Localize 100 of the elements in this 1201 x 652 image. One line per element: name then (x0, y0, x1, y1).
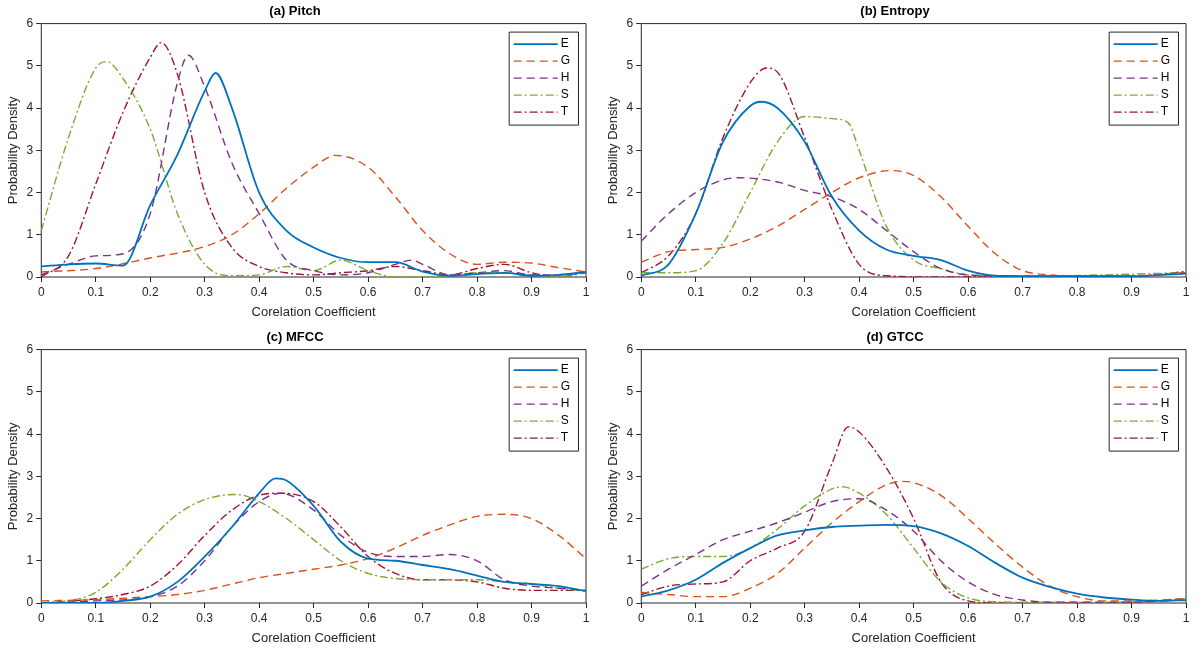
y-tick-label: 1 (26, 553, 34, 568)
legend-label: G (560, 53, 571, 68)
x-tick-label: 0.3 (196, 610, 214, 625)
y-tick-label: 1 (626, 227, 634, 242)
legend-label: T (560, 104, 569, 119)
x-tick-label: 0.8 (1068, 284, 1086, 299)
x-axis-title: Corelation Coefficient (851, 303, 977, 319)
x-tick-label: 0.7 (1014, 610, 1032, 625)
x-tick-label: 0.3 (796, 284, 814, 299)
y-tick-label: 0 (626, 269, 634, 284)
chart-title: (d) GTCC (866, 329, 925, 345)
y-tick-label: 1 (626, 553, 634, 568)
y-tick-label: 6 (26, 341, 34, 356)
legend-label: E (1160, 362, 1169, 377)
y-tick-label: 3 (626, 142, 634, 157)
y-tick-label: 6 (626, 341, 634, 356)
legend-label: T (560, 430, 569, 445)
legend-label: E (560, 36, 569, 51)
x-tick-label: 0.4 (850, 284, 868, 299)
y-tick-label: 5 (626, 384, 634, 399)
x-tick-label: 0 (637, 284, 645, 299)
chart-title: (b) Entropy (860, 3, 931, 19)
x-tick-label: 1 (582, 610, 590, 625)
y-tick-label: 4 (26, 100, 34, 115)
x-tick-label: 0.3 (796, 610, 814, 625)
legend-label: T (1160, 104, 1169, 119)
legend-label: S (560, 413, 569, 428)
legend-label: S (1160, 87, 1169, 102)
y-tick-label: 6 (626, 15, 634, 30)
x-tick-label: 1 (1182, 610, 1190, 625)
y-tick-label: 4 (626, 100, 634, 115)
y-tick-label: 0 (626, 595, 634, 610)
legend-label: S (560, 87, 569, 102)
x-tick-label: 0.9 (1123, 284, 1141, 299)
y-tick-label: 2 (626, 184, 634, 199)
y-tick-label: 3 (26, 468, 34, 483)
legend-label: E (560, 362, 569, 377)
x-tick-label: 0.5 (305, 610, 323, 625)
y-tick-label: 3 (26, 142, 34, 157)
x-tick-label: 1 (582, 284, 590, 299)
x-tick-label: 0.7 (414, 284, 432, 299)
x-tick-label: 0.3 (196, 284, 214, 299)
x-tick-label: 0.1 (87, 284, 105, 299)
x-tick-label: 0.9 (523, 284, 541, 299)
y-tick-label: 5 (26, 384, 34, 399)
legend-label: G (1160, 53, 1171, 68)
x-tick-label: 0.8 (468, 284, 486, 299)
x-tick-label: 0.6 (359, 284, 377, 299)
y-tick-label: 2 (26, 184, 34, 199)
legend-label: G (1160, 379, 1171, 394)
legend-label: T (1160, 430, 1169, 445)
y-tick-label: 0 (26, 595, 34, 610)
line-series (41, 513, 586, 602)
x-tick-label: 0.8 (468, 610, 486, 625)
y-tick-label: 2 (26, 510, 34, 525)
chart-title: (a) Pitch (269, 3, 321, 19)
x-tick-label: 0.9 (523, 610, 541, 625)
y-axis-title: Probability Density (5, 95, 21, 205)
y-tick-label: 2 (626, 510, 634, 525)
x-tick-label: 0.6 (959, 610, 977, 625)
x-tick-label: 0 (637, 610, 645, 625)
x-tick-label: 0.5 (905, 610, 923, 625)
x-axis-title: Corelation Coefficient (251, 629, 377, 645)
legend-label: H (560, 396, 570, 411)
x-tick-label: 0.6 (959, 284, 977, 299)
y-tick-label: 6 (26, 15, 34, 30)
legend-label: G (560, 379, 571, 394)
line-series (641, 523, 1186, 602)
legend-label: H (560, 70, 570, 85)
legend-label: S (1160, 413, 1169, 428)
x-tick-label: 0.4 (250, 610, 268, 625)
y-tick-label: 1 (26, 227, 34, 242)
x-tick-label: 0.6 (359, 610, 377, 625)
legend-label: H (1160, 70, 1170, 85)
x-tick-label: 0.2 (741, 284, 759, 299)
x-tick-label: 0 (37, 610, 45, 625)
x-tick-label: 0 (37, 284, 45, 299)
x-tick-label: 0.7 (414, 610, 432, 625)
x-tick-label: 0.2 (141, 284, 159, 299)
x-tick-label: 0.1 (687, 610, 705, 625)
x-tick-label: 0.2 (141, 610, 159, 625)
y-axis-title: Probability Density (605, 95, 621, 205)
x-tick-label: 0.8 (1068, 610, 1086, 625)
x-tick-label: 0.1 (687, 284, 705, 299)
legend-label: E (1160, 36, 1169, 51)
y-tick-label: 5 (26, 58, 34, 73)
y-tick-label: 4 (626, 426, 634, 441)
x-tick-label: 0.9 (1123, 610, 1141, 625)
x-tick-label: 0.5 (905, 284, 923, 299)
x-tick-label: 1 (1182, 284, 1190, 299)
x-tick-label: 0.7 (1014, 284, 1032, 299)
y-tick-label: 5 (626, 58, 634, 73)
y-tick-label: 4 (26, 426, 34, 441)
x-tick-label: 0.4 (250, 284, 268, 299)
y-tick-label: 0 (26, 269, 34, 284)
x-axis-title: Corelation Coefficient (851, 629, 977, 645)
y-axis-title: Probability Density (605, 421, 621, 531)
chart-title: (c) MFCC (266, 329, 325, 345)
y-tick-label: 3 (626, 468, 634, 483)
x-tick-label: 0.1 (87, 610, 105, 625)
